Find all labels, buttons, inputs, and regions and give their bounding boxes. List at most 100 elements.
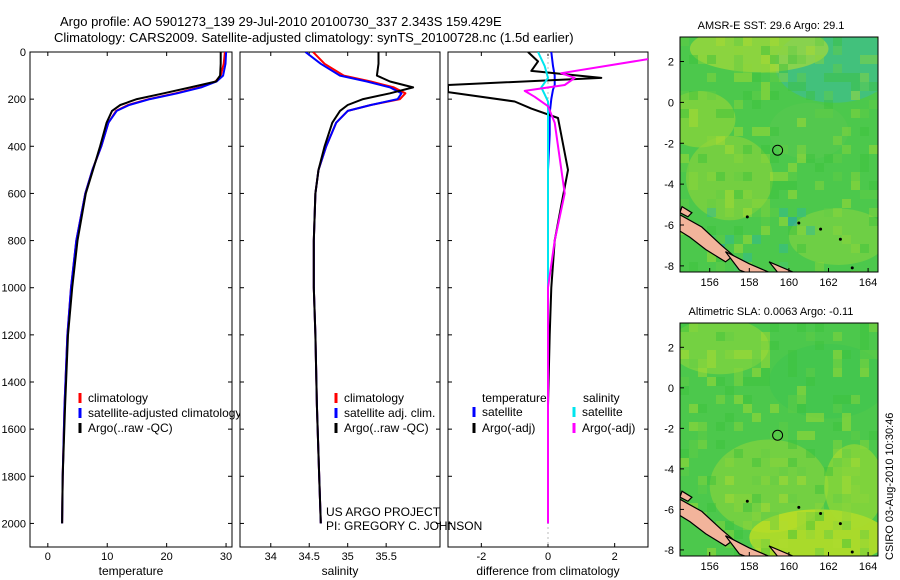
sst-map-cell (734, 172, 743, 181)
sla-map-cell (707, 476, 716, 485)
sla-map-cell (716, 422, 725, 431)
temperature-ytick-label: 1600 (2, 424, 26, 436)
sst-map-cell (752, 127, 761, 136)
sla-map-cell (734, 503, 743, 512)
sst-map-patch (689, 37, 829, 73)
sla-map-cell (689, 422, 698, 431)
sla-map-cell (851, 395, 860, 404)
sst-map-cell (878, 208, 887, 217)
sla-map-cell (842, 476, 851, 485)
sla-map-cell (725, 386, 734, 395)
sst-map-cell (869, 181, 878, 190)
difference-legend-label: Argo(-adj) (582, 421, 635, 435)
sst-map-cell (779, 217, 788, 226)
sst-map-cell (761, 217, 770, 226)
sla-map-cell (770, 341, 779, 350)
sst-map-cell (770, 73, 779, 82)
sla-map-cell (860, 323, 869, 332)
sla-map-cell (698, 440, 707, 449)
sla-map-cell (680, 323, 689, 332)
sla-map-islet (797, 505, 801, 509)
sst-map-cell (806, 226, 815, 235)
sla-map-islet (745, 499, 749, 503)
sla-map-land (680, 490, 693, 503)
sst-map-cell (761, 208, 770, 217)
sla-map-cell (860, 350, 869, 359)
sla-map-cell (788, 530, 797, 539)
difference-legend-label: satellite (482, 405, 523, 419)
sla-map-cell (680, 449, 689, 458)
sst-map-cell (725, 235, 734, 244)
sla-map-cell (824, 530, 833, 539)
sla-map-cell (833, 332, 842, 341)
salinity-frame (239, 51, 441, 548)
temperature-legend-label: Argo(..raw -QC) (88, 421, 173, 435)
sst-map-islet (745, 215, 749, 219)
sst-map-cell (806, 154, 815, 163)
sla-map-cell (707, 503, 716, 512)
sst-map-cell (815, 37, 824, 46)
sla-map-cell (860, 548, 869, 556)
sla-map-cell (761, 377, 770, 386)
sla-map-cell (752, 359, 761, 368)
sst-map-cell (770, 64, 779, 73)
sla-map-cell (680, 467, 689, 476)
sla-map-cell (734, 422, 743, 431)
sla-map-cell (833, 494, 842, 503)
difference-series-salinity-argo-adj- (523, 58, 648, 524)
sst-map-cell (797, 118, 806, 127)
sst-map-cell (743, 172, 752, 181)
sst-map-land (725, 251, 770, 272)
sst-map-cell (779, 244, 788, 253)
sla-map-cell (860, 341, 869, 350)
sla-map-cell (743, 377, 752, 386)
sla-map-cell (698, 485, 707, 494)
figure-title-line1: Argo profile: AO 5901273_139 29-Jul-2010… (60, 14, 502, 29)
sla-map-cell (707, 377, 716, 386)
sla-map-cell (716, 332, 725, 341)
sst-map-cell (833, 46, 842, 55)
sst-map-cell (860, 82, 869, 91)
sst-map-cell (860, 73, 869, 82)
sst-map-cell (860, 55, 869, 64)
sla-map-cell (815, 503, 824, 512)
sla-map-cell (797, 431, 806, 440)
sla-map-cell (797, 476, 806, 485)
sla-map-cell (815, 323, 824, 332)
sla-map-cell (680, 377, 689, 386)
sst-map-cell (707, 208, 716, 217)
sla-map-cell (860, 332, 869, 341)
sst-map-cell (851, 181, 860, 190)
sst-map-cell (797, 244, 806, 253)
sst-map-cell (761, 91, 770, 100)
sla-map-cell (788, 404, 797, 413)
sst-map-cell (779, 172, 788, 181)
sla-map-cell (734, 530, 743, 539)
sst-map-cell (707, 226, 716, 235)
sla-map-cell (680, 386, 689, 395)
sst-map-cell (833, 37, 842, 46)
sst-map-cell (680, 163, 689, 172)
panel-salinity: 34 34.5 35 35.5 salinity climatologysatellite… (239, 51, 441, 578)
sst-map-ytick-label: -2 (664, 138, 674, 150)
sst-map-cell (833, 172, 842, 181)
sst-map-cell (752, 100, 761, 109)
sla-map-xtick-label: 164 (859, 561, 877, 573)
temperature-ytick-label: 1200 (2, 330, 26, 342)
sla-map-cell (689, 359, 698, 368)
sst-map-cell (725, 145, 734, 154)
sla-map-cell (716, 395, 725, 404)
sla-map-cell (833, 422, 842, 431)
sla-map-cell (770, 404, 779, 413)
sla-map-cell (770, 323, 779, 332)
temperature-ytick-label: 1800 (2, 471, 26, 483)
csiro-stamp: CSIRO 03-Aug-2010 10:30:46 (884, 412, 896, 560)
sla-map-cell (698, 422, 707, 431)
sst-map-cell (824, 91, 833, 100)
sst-map-cell (761, 46, 770, 55)
sla-map-cell (797, 521, 806, 530)
sst-map-cell (869, 145, 878, 154)
sla-map-cell (743, 521, 752, 530)
sst-map-cell (833, 136, 842, 145)
